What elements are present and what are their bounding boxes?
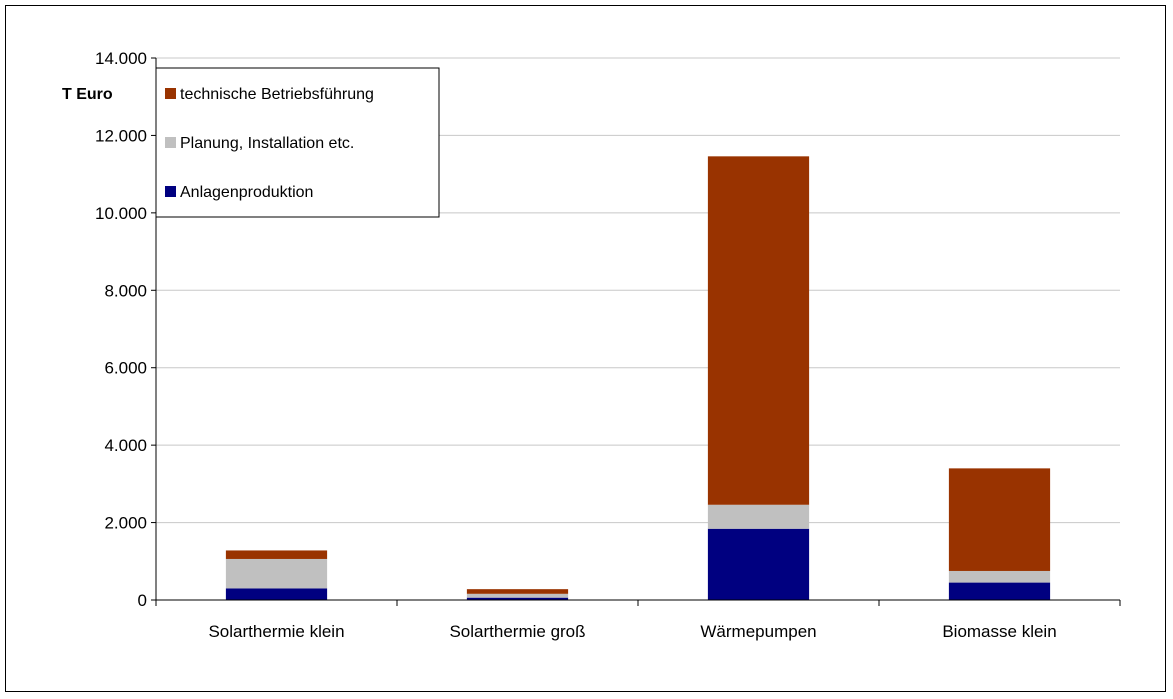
x-tick-label: Biomasse klein [942,622,1056,641]
bar-segment [707,528,810,600]
legend-box [155,67,440,218]
y-tick-label: 6.000 [104,359,147,378]
bar-segment [225,588,328,600]
y-tick-label: 0 [138,591,147,610]
y-tick-label: 10.000 [95,204,147,223]
legend: technische Betriebsführung Planung, Insta… [155,67,440,218]
bars-layer [225,156,1051,600]
legend-swatch [165,137,176,148]
y-tick-label: 12.000 [95,126,147,145]
legend-label: Planung, Installation etc. [180,135,354,152]
legend-label: technische Betriebsführung [180,86,374,103]
bar-segment [707,504,810,529]
legend-swatch [165,186,176,197]
x-tick-label: Solarthermie klein [208,622,344,641]
legend-swatch [165,88,176,99]
bar-segment [707,156,810,505]
x-tick-labels: Solarthermie klein Solarthermie groß Wärme… [208,622,1056,641]
y-axis-title: T Euro [62,86,113,103]
y-tick-label: 8.000 [104,281,147,300]
bar-segment [948,570,1051,583]
bar-segment [466,593,569,598]
stacked-bar-chart: 02.0004.0006.0008.00010.00012.00014.000 … [62,49,1121,641]
bar-segment [948,468,1051,571]
y-tick-label: 14.000 [95,49,147,68]
x-tick-label: Wärmepumpen [700,622,816,641]
x-tick-label: Solarthermie groß [449,622,585,641]
chart-frame: 0 2.000 4.000 6.000 8.000 10.000 12.000 14.000 … [5,5,1166,692]
bar-segment [466,589,569,594]
y-tick-labels: 0 2.000 4.000 6.000 8.000 10.000 12.000 14.000 [95,49,147,610]
bar-segment [948,582,1051,600]
bar-segment [466,597,569,600]
y-tick-label: 4.000 [104,436,147,455]
y-tick-label: 2.000 [104,514,147,533]
bar-segment [225,558,328,589]
legend-label: Anlagenproduktion [180,184,313,201]
bar-segment [225,550,328,559]
